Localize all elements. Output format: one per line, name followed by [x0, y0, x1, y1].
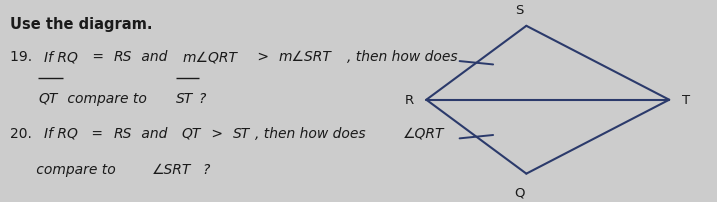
Text: , then how does: , then how does	[347, 50, 457, 64]
Text: RS: RS	[114, 50, 132, 64]
Text: >: >	[206, 126, 227, 140]
Text: compare to: compare to	[10, 162, 120, 176]
Text: Use the diagram.: Use the diagram.	[10, 17, 153, 32]
Text: m∠QRT: m∠QRT	[182, 50, 237, 64]
Text: 19.: 19.	[10, 50, 37, 64]
Text: ?: ?	[199, 92, 206, 105]
Text: S: S	[515, 4, 523, 17]
Text: R: R	[404, 94, 414, 107]
Text: ∠SRT: ∠SRT	[151, 162, 191, 176]
Text: and: and	[138, 50, 172, 64]
Text: =: =	[87, 50, 108, 64]
Text: m∠SRT: m∠SRT	[279, 50, 332, 64]
Text: If RQ: If RQ	[44, 50, 78, 64]
Text: RS: RS	[113, 126, 132, 140]
Text: >: >	[252, 50, 273, 64]
Text: If RQ: If RQ	[44, 126, 77, 140]
Text: Q: Q	[514, 185, 524, 198]
Text: ST: ST	[176, 92, 194, 105]
Text: ∠QRT: ∠QRT	[403, 126, 445, 140]
Text: compare to: compare to	[63, 92, 151, 105]
Text: 20.: 20.	[10, 126, 37, 140]
Text: ST: ST	[233, 126, 250, 140]
Text: =: =	[87, 126, 108, 140]
Text: ?: ?	[202, 162, 209, 176]
Text: QT: QT	[181, 126, 201, 140]
Text: , then how does: , then how does	[255, 126, 370, 140]
Text: QT: QT	[38, 92, 57, 105]
Text: T: T	[682, 94, 690, 107]
Text: and: and	[137, 126, 172, 140]
